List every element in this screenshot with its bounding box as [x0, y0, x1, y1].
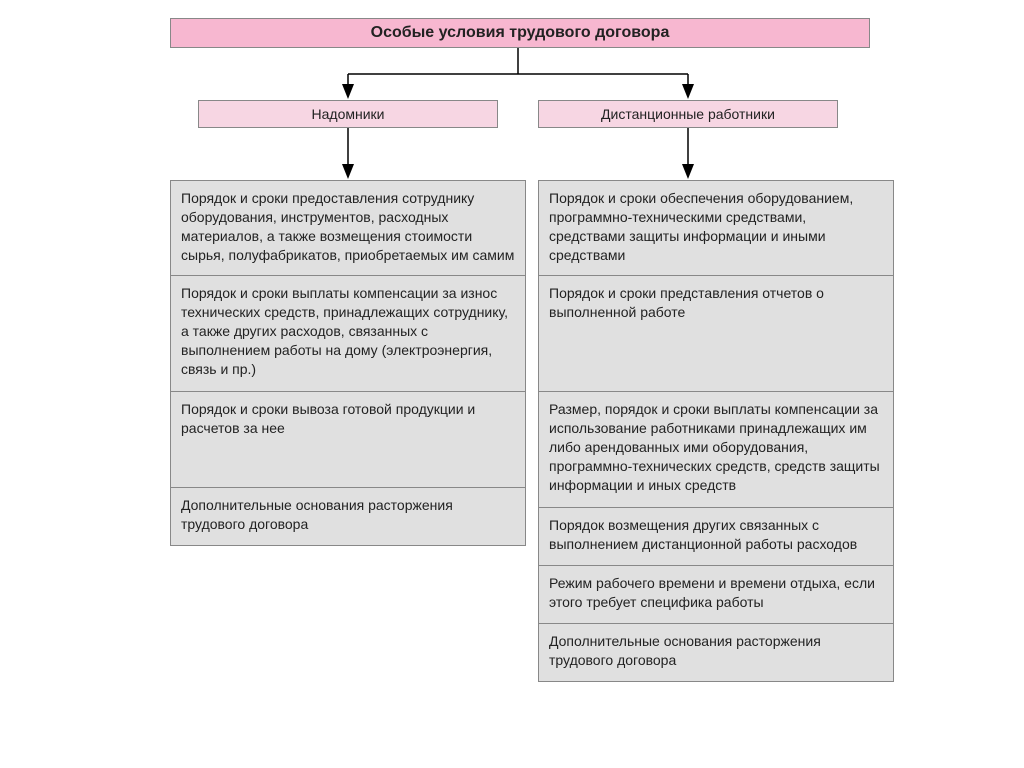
right-cell: Режим рабочего времени и времени отдыха,…	[538, 566, 894, 624]
cell-text: Порядок и сроки предоставления сотрудник…	[181, 190, 514, 263]
cell-text: Порядок и сроки обеспечения оборудование…	[549, 190, 853, 263]
left-cell: Порядок и сроки вывоза готовой продукции…	[170, 392, 526, 488]
cell-text: Порядок и сроки вывоза готовой продукции…	[181, 401, 475, 436]
right-cell-stack: Порядок и сроки обеспечения оборудование…	[538, 180, 894, 682]
cell-text: Дополнительные основания расторжения тру…	[549, 633, 821, 668]
cell-text: Порядок и сроки представления отчетов о …	[549, 285, 824, 320]
left-cell: Дополнительные основания расторжения тру…	[170, 488, 526, 546]
right-category-box: Дистанционные работники	[538, 100, 838, 128]
cell-text: Дополнительные основания расторжения тру…	[181, 497, 453, 532]
left-cell: Порядок и сроки предоставления сотрудник…	[170, 180, 526, 276]
right-cell: Порядок и сроки обеспечения оборудование…	[538, 180, 894, 276]
right-category-label: Дистанционные работники	[601, 106, 775, 122]
diagram-header: Особые условия трудового договора	[170, 18, 870, 48]
left-cell: Порядок и сроки выплаты компенсации за и…	[170, 276, 526, 392]
left-category-label: Надомники	[312, 106, 385, 122]
cell-text: Режим рабочего времени и времени отдыха,…	[549, 575, 875, 610]
right-cell: Порядок и сроки представления отчетов о …	[538, 276, 894, 392]
cell-text: Порядок и сроки выплаты компенсации за и…	[181, 285, 508, 377]
diagram-header-text: Особые условия трудового договора	[371, 24, 670, 42]
right-cell: Порядок возмещения других связанных с вы…	[538, 508, 894, 566]
left-cell-stack: Порядок и сроки предоставления сотрудник…	[170, 180, 526, 546]
right-cell: Дополнительные основания расторжения тру…	[538, 624, 894, 682]
right-cell: Размер, порядок и сроки выплаты компенса…	[538, 392, 894, 508]
left-category-box: Надомники	[198, 100, 498, 128]
cell-text: Порядок возмещения других связанных с вы…	[549, 517, 857, 552]
cell-text: Размер, порядок и сроки выплаты компенса…	[549, 401, 880, 493]
